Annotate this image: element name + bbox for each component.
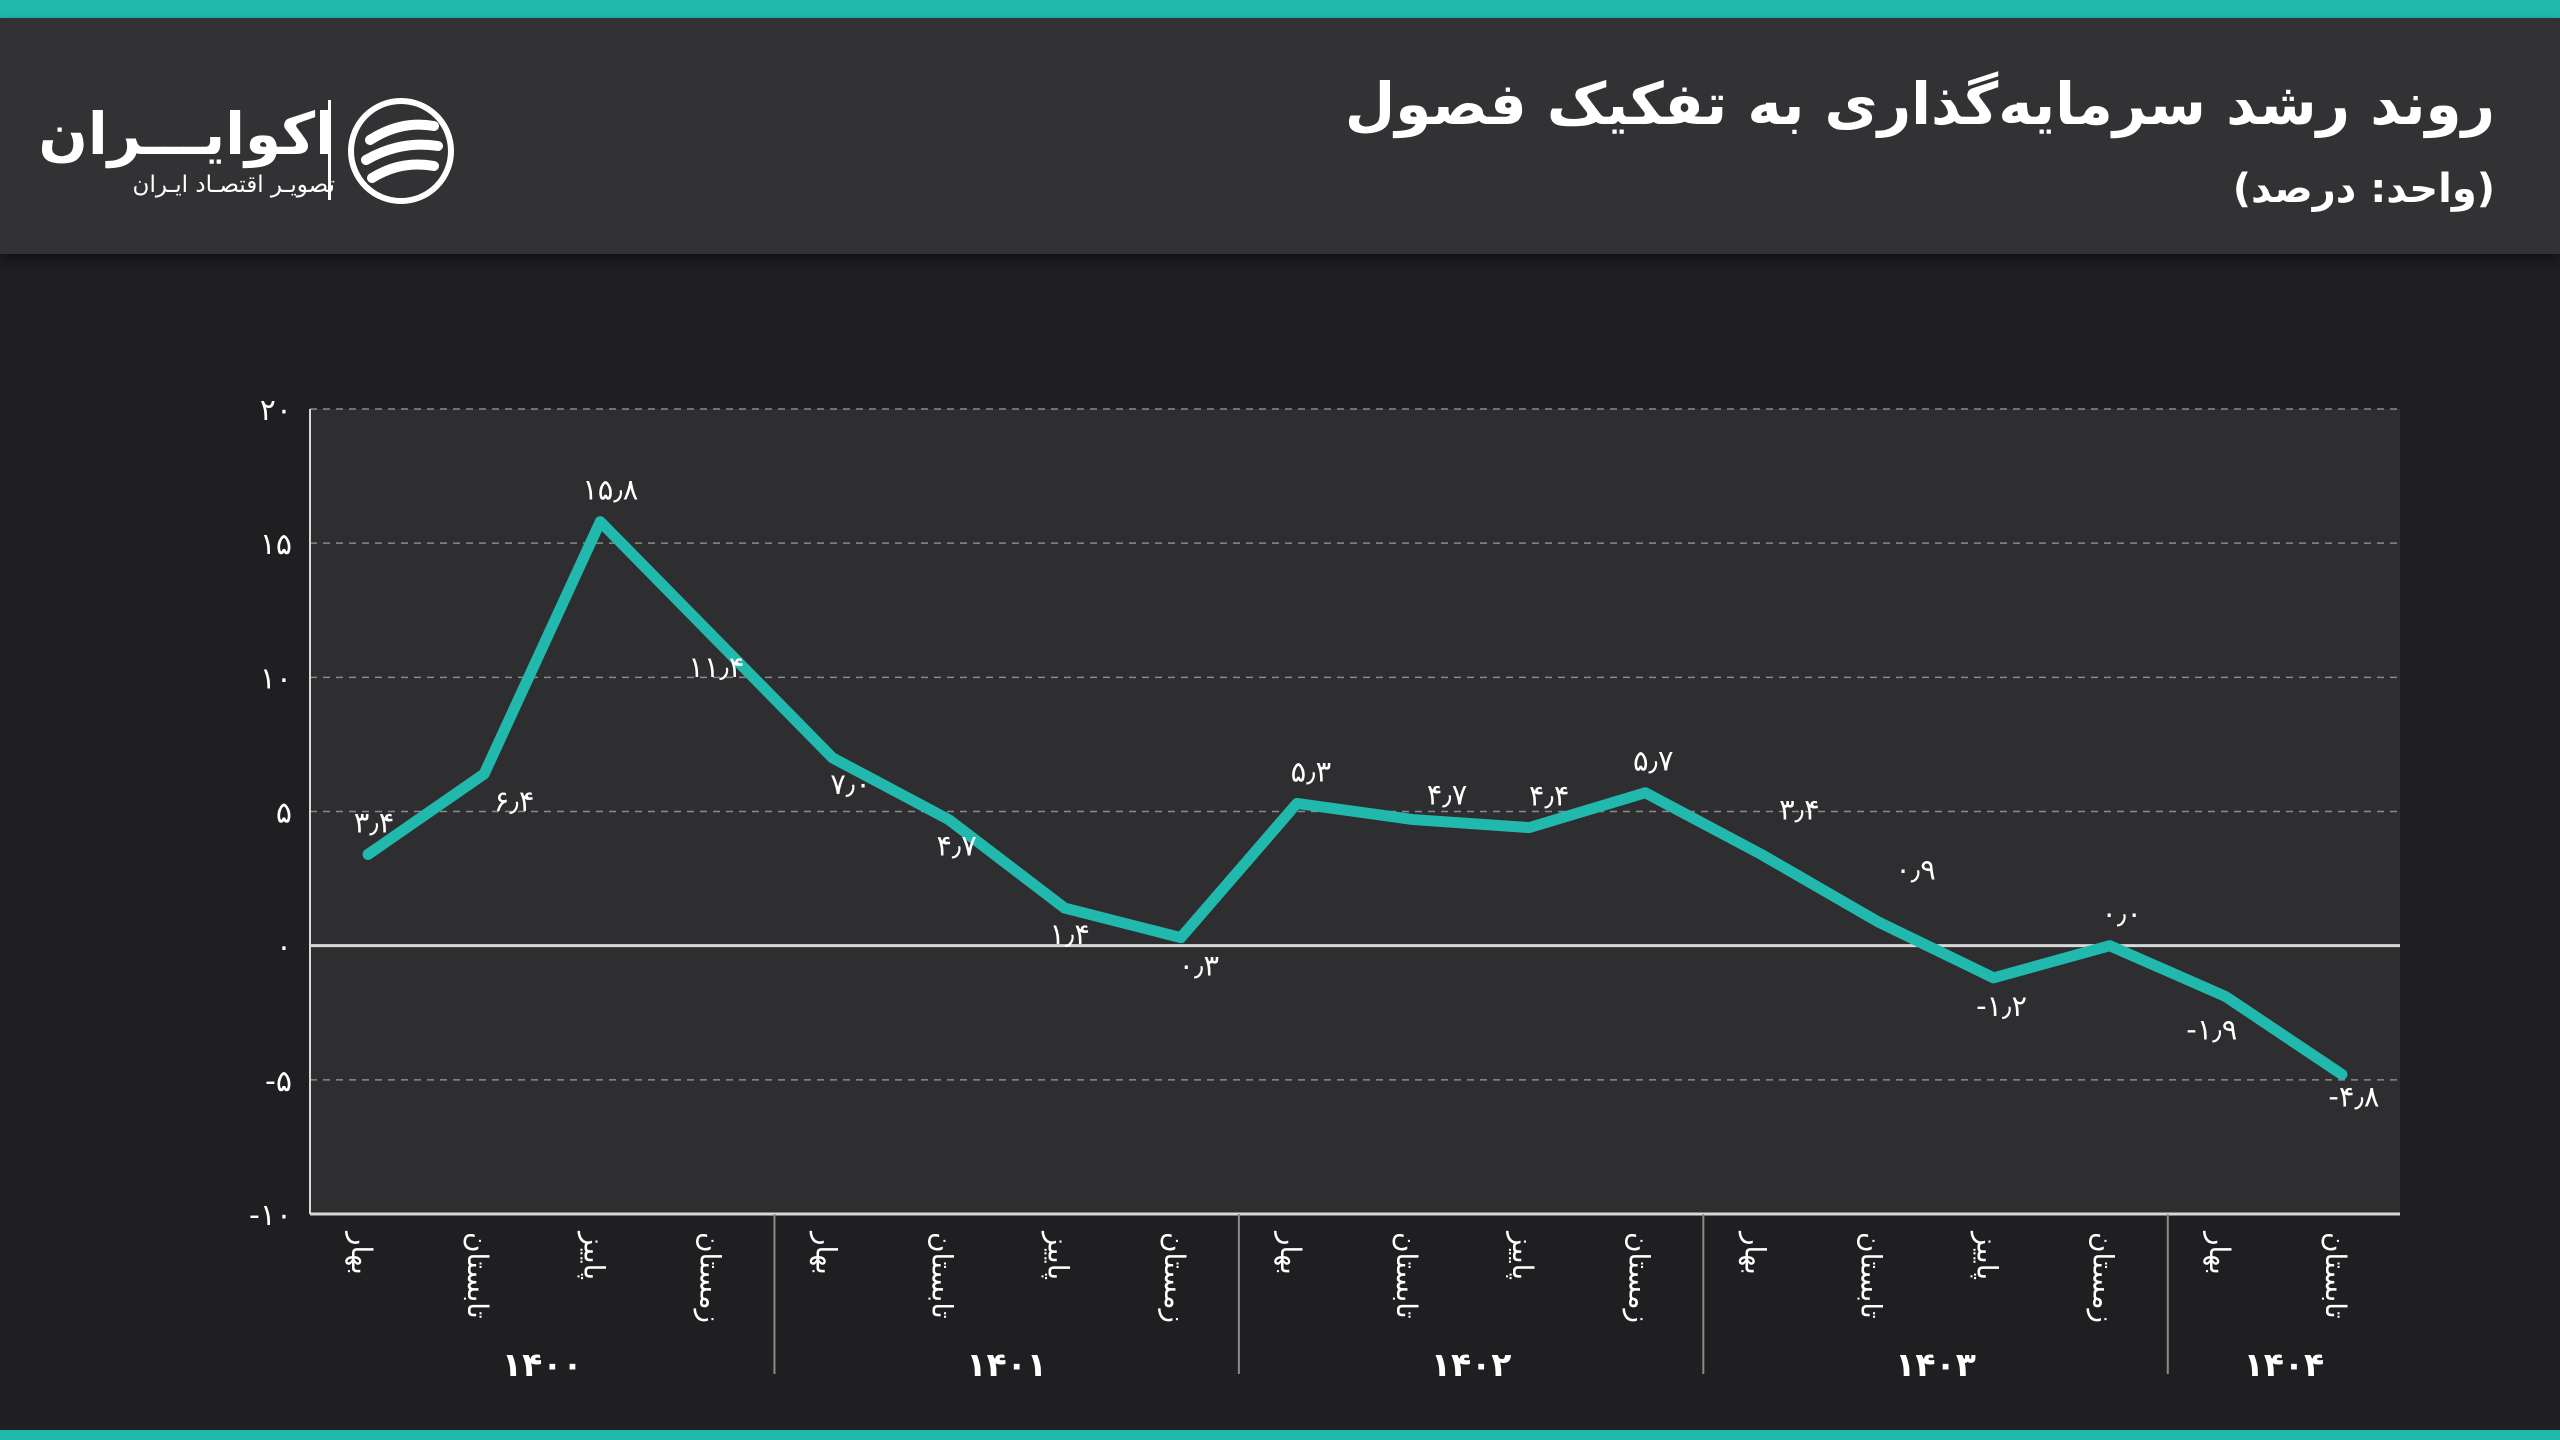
x-tick-label: تابستان — [1390, 1232, 1423, 1319]
data-label: ۶٫۴ — [494, 784, 535, 818]
data-point — [595, 516, 606, 527]
data-label: ۳٫۴ — [354, 805, 395, 839]
data-point — [711, 634, 722, 645]
bottom-accent-stripe — [0, 1430, 2560, 1440]
data-label: ۳٫۴ — [1779, 792, 1820, 826]
y-tick-label: ۰ — [276, 930, 292, 965]
y-tick-label: ۵ — [276, 796, 292, 831]
chart-title: روند رشد سرمایه‌گذاری به تفکیک فصول — [1344, 70, 2495, 138]
x-tick-label: تابستان — [461, 1232, 494, 1319]
data-label: ۰٫۹ — [1895, 853, 1936, 887]
logo-divider — [328, 100, 331, 200]
x-tick-label: تابستان — [926, 1232, 959, 1319]
header: روند رشد سرمایه‌گذاری به تفکیک فصول (واح… — [0, 18, 2560, 254]
data-point — [1988, 972, 1999, 983]
data-point — [2104, 940, 2115, 951]
x-tick-label: بهار — [345, 1230, 378, 1275]
data-point — [363, 849, 374, 860]
x-tick-label: تابستان — [1855, 1232, 1888, 1319]
year-label: ۱۴۰۱ — [966, 1345, 1047, 1384]
x-tick-label: پاییز — [1971, 1230, 2004, 1280]
top-accent-stripe — [0, 0, 2560, 18]
y-tick-label: -۱۰ — [249, 1198, 292, 1233]
data-label: ۱۱٫۴ — [688, 650, 744, 684]
x-tick-label: زمستان — [693, 1232, 726, 1323]
data-point — [1872, 916, 1883, 927]
data-label: ۰٫۰ — [2101, 897, 2142, 931]
data-point — [1756, 849, 1767, 860]
x-tick-label: بهار — [1274, 1230, 1307, 1275]
x-tick-label: پاییز — [1042, 1230, 1075, 1280]
data-point — [1291, 798, 1302, 809]
data-point — [1059, 903, 1070, 914]
data-point — [1175, 932, 1186, 943]
data-label: ۵٫۳ — [1291, 754, 1332, 788]
data-label: ۴٫۷ — [1427, 778, 1468, 812]
data-label: -۴٫۸ — [2328, 1079, 2379, 1113]
x-tick-label: زمستان — [1158, 1232, 1191, 1323]
series-line — [362, 516, 2348, 1080]
data-label: -۱٫۹ — [2186, 1013, 2237, 1047]
data-label: -۱٫۲ — [1976, 989, 2027, 1023]
data-point — [1524, 822, 1535, 833]
x-tick-label: پاییز — [577, 1230, 610, 1280]
data-point — [1640, 787, 1651, 798]
x-tick-label: بهار — [810, 1230, 843, 1275]
year-label: ۱۴۰۴ — [2244, 1345, 2325, 1384]
x-tick-label: بهار — [2203, 1230, 2236, 1275]
logo-tagline: تصویـر اقتصـاد ایـران — [132, 172, 335, 198]
y-tick-label: -۵ — [265, 1064, 292, 1099]
data-point — [2220, 991, 2231, 1002]
data-label: ۱۵٫۸ — [582, 473, 638, 507]
x-tick-label: زمستان — [2087, 1232, 2120, 1323]
brand-logo: اکوایـــران تصویـر اقتصـاد ایـران — [38, 80, 470, 210]
year-label: ۱۴۰۳ — [1895, 1345, 1976, 1384]
data-point — [943, 814, 954, 825]
logo-mark-icon — [348, 98, 454, 204]
year-label: ۱۴۰۲ — [1431, 1345, 1512, 1384]
data-label: ۷٫۰ — [830, 767, 871, 801]
x-tick-label: تابستان — [2319, 1232, 2352, 1319]
x-tick-label: زمستان — [1622, 1232, 1655, 1323]
data-point — [479, 768, 490, 779]
data-label: ۵٫۷ — [1633, 744, 1674, 778]
data-label: ۰٫۳ — [1179, 949, 1220, 983]
y-axis-ticks: ۲۰ ۱۵ ۱۰ ۵ ۰ -۵ -۱۰ — [249, 393, 292, 1233]
logo-wordmark: اکوایـــران — [38, 100, 335, 168]
data-label: ۴٫۴ — [1529, 779, 1570, 813]
x-tick-label: بهار — [1738, 1230, 1771, 1275]
data-label: ۴٫۷ — [936, 829, 977, 863]
data-points — [363, 516, 2347, 1080]
data-label: ۱٫۴ — [1049, 917, 1090, 951]
data-point — [827, 752, 838, 763]
y-tick-label: ۱۵ — [260, 527, 292, 562]
data-point — [1408, 814, 1419, 825]
data-point — [2336, 1069, 2347, 1080]
x-tick-label: پاییز — [1506, 1230, 1539, 1280]
x-axis: بهار تابستان پاییز زمستان بهار تابستان پاییز زم… — [309, 409, 2400, 1384]
data-labels: ۳٫۴ ۶٫۴ ۱۵٫۸ ۱۱٫۴ ۷٫۰ ۴٫۷ ۱٫۴ ۰٫۳ ۵٫۳ ۴٫۷ ۴٫۴ ۵٫۷ ۳٫… — [354, 473, 2380, 1114]
y-tick-label: ۱۰ — [260, 661, 292, 696]
chart-unit: (واحد: درصد) — [2232, 166, 2495, 212]
y-tick-label: ۲۰ — [260, 393, 292, 428]
year-label: ۱۴۰۰ — [502, 1345, 583, 1384]
